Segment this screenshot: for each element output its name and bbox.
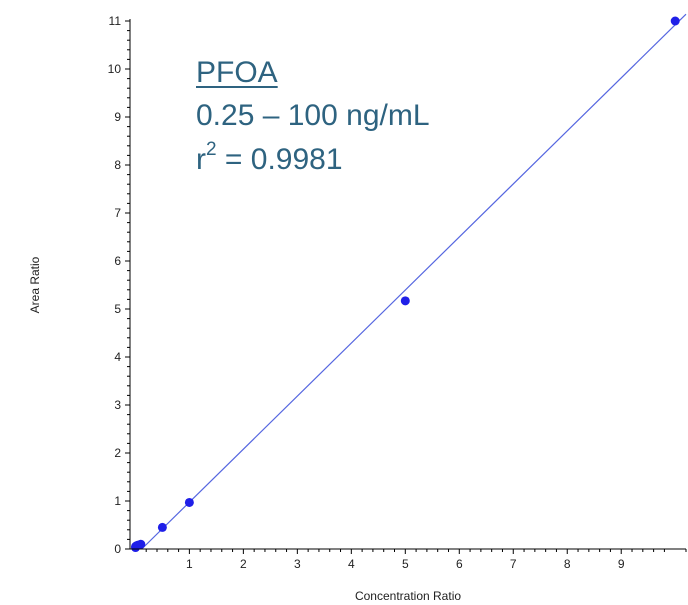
- y-tick-label: 8: [114, 158, 121, 172]
- r2-exponent: 2: [206, 139, 217, 160]
- y-tick-label: 7: [114, 206, 121, 220]
- data-point: [184, 497, 194, 507]
- y-tick-label: 10: [108, 62, 122, 76]
- data-points-layer: [131, 16, 680, 553]
- y-tick-label: 4: [114, 350, 121, 364]
- y-tick-label: 0: [114, 542, 121, 556]
- x-tick-label: 8: [564, 557, 571, 571]
- fit-line: [141, 13, 687, 550]
- y-tick-label: 5: [114, 302, 121, 316]
- x-tick-label: 4: [348, 557, 355, 571]
- data-point: [157, 522, 167, 532]
- r2-base: r: [196, 143, 206, 176]
- x-tick-label: 2: [240, 557, 247, 571]
- x-tick-label: 3: [294, 557, 301, 571]
- fit-line-layer: [141, 13, 687, 550]
- data-point: [136, 539, 146, 549]
- annotation-analyte-name: PFOA: [196, 56, 278, 89]
- y-tick-label: 11: [109, 14, 122, 28]
- x-tick-label: 5: [402, 557, 409, 571]
- x-tick-label: 9: [618, 557, 625, 571]
- data-point: [670, 16, 680, 26]
- y-tick-label: 2: [114, 446, 121, 460]
- y-tick-label: 6: [114, 254, 121, 268]
- x-tick-label: 1: [186, 557, 193, 571]
- annotation-r-squared: r2 = 0.9981: [196, 139, 343, 181]
- y-tick-label: 1: [114, 494, 121, 508]
- annotation-concentration-range: 0.25 – 100 ng/mL: [196, 99, 430, 132]
- data-point: [400, 296, 410, 306]
- r2-value: = 0.9981: [216, 143, 343, 176]
- y-axis-title: Area Ratio: [28, 256, 42, 313]
- x-axis-title: Concentration Ratio: [355, 589, 461, 603]
- x-tick-label: 6: [456, 557, 463, 571]
- y-tick-label: 3: [114, 398, 121, 412]
- y-tick-label: 9: [114, 110, 121, 124]
- x-tick-label: 7: [510, 557, 517, 571]
